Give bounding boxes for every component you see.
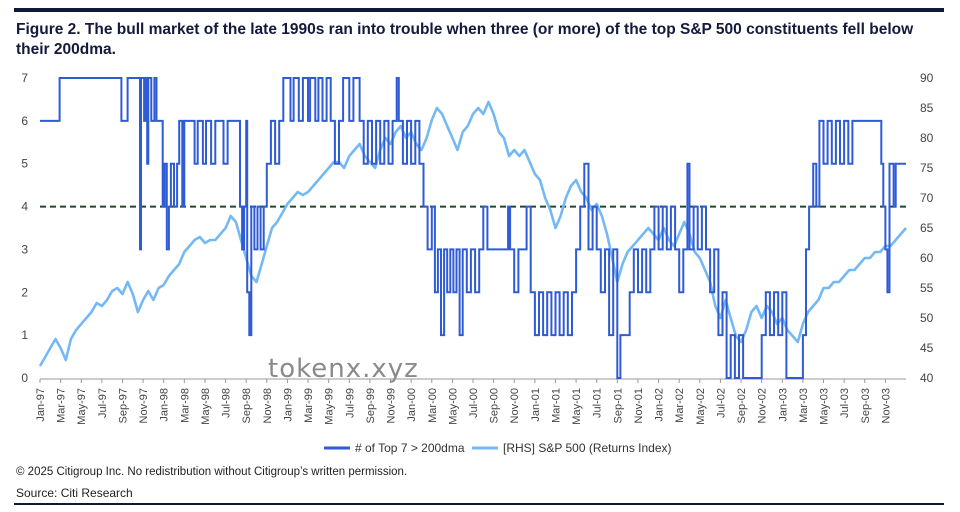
x-tick-label: Mar-98 — [179, 388, 191, 423]
x-tick-label: Jan-02 — [654, 388, 666, 422]
series-top7-line — [40, 77, 906, 379]
x-tick-label: Mar-01 — [550, 388, 562, 423]
copyright-note: © 2025 Citigroup Inc. No redistribution … — [16, 466, 408, 478]
x-tick-label: May-03 — [819, 388, 831, 425]
x-tick-label: Mar-97 — [56, 388, 68, 423]
right-tick-label: 85 — [920, 101, 934, 115]
left-tick-label: 1 — [21, 328, 28, 342]
x-tick-label: May-98 — [200, 388, 212, 425]
bottom-rule — [14, 503, 944, 505]
right-tick-label: 45 — [920, 341, 934, 355]
x-tick-label: Sep-03 — [860, 388, 872, 423]
right-tick-label: 55 — [920, 281, 934, 295]
x-tick-label: May-00 — [447, 388, 459, 425]
left-tick-label: 4 — [21, 200, 28, 214]
x-tick-label: Jan-97 — [35, 388, 47, 422]
x-tick-label: Jul-02 — [715, 388, 727, 418]
x-tick-label: Sep-99 — [365, 388, 377, 423]
x-axis: Jan-97 Mar-97 May-97 Jul-97 Sep-97 Nov-97 Jan-… — [35, 379, 892, 425]
right-tick-label: 80 — [920, 131, 934, 145]
x-tick-label: May-99 — [324, 388, 336, 425]
right-tick-label: 90 — [920, 71, 934, 85]
x-tick-label: May-02 — [695, 388, 707, 425]
left-tick-label: 7 — [21, 71, 28, 85]
x-tick-label: Nov-01 — [633, 388, 645, 423]
x-tick-label: Jul-98 — [221, 388, 233, 418]
x-tick-label: Jan-01 — [530, 388, 542, 422]
x-tick-label: Nov-03 — [880, 388, 892, 423]
x-tick-label: Jul-00 — [468, 388, 480, 418]
x-tick-label: Jan-00 — [406, 388, 418, 422]
x-tick-label: Jan-99 — [282, 388, 294, 422]
x-tick-label: May-97 — [76, 388, 88, 425]
right-tick-label: 50 — [920, 311, 934, 325]
x-tick-label: Sep-97 — [117, 388, 129, 423]
x-tick-label: Nov-99 — [386, 388, 398, 423]
x-tick-label: Sep-02 — [736, 388, 748, 423]
series-sp500-line — [38, 100, 907, 367]
top-rule — [14, 8, 944, 12]
right-axis: 40 45 50 55 60 65 70 75 80 85 90 — [920, 71, 934, 385]
left-axis: 0 1 2 3 4 5 6 7 — [21, 71, 28, 385]
left-tick-label: 3 — [21, 242, 28, 256]
watermark: tokenx.xyz — [268, 354, 419, 384]
x-tick-label: Jul-01 — [592, 388, 604, 418]
x-tick-label: Sep-00 — [489, 388, 501, 423]
right-tick-label: 65 — [920, 221, 934, 235]
right-tick-label: 60 — [920, 251, 934, 265]
x-tick-label: Nov-98 — [262, 388, 274, 423]
legend-label-top7: # of Top 7 > 200dma — [355, 441, 465, 455]
x-tick-label: Nov-97 — [138, 388, 150, 423]
x-tick-label: Jan-03 — [777, 388, 789, 422]
x-tick-label: Mar-02 — [674, 388, 686, 423]
x-tick-label: Nov-02 — [757, 388, 769, 423]
source-note: Source: Citi Research — [16, 486, 133, 500]
right-tick-label: 70 — [920, 191, 934, 205]
x-tick-label: Jan-98 — [159, 388, 171, 422]
legend-label-sp500: [RHS] S&P 500 (Returns Index) — [503, 441, 672, 455]
right-tick-label: 75 — [920, 161, 934, 175]
x-tick-label: Sep-01 — [612, 388, 624, 423]
x-tick-label: Jul-99 — [344, 388, 356, 418]
figure-title: Figure 2. The bull market of the late 19… — [16, 21, 914, 58]
x-tick-label: Mar-00 — [427, 388, 439, 423]
right-tick-label: 40 — [920, 371, 934, 385]
x-tick-label: Mar-03 — [798, 388, 810, 423]
x-tick-label: Jul-97 — [97, 388, 109, 418]
chart-legend: # of Top 7 > 200dma [RHS] S&P 500 (Retur… — [324, 441, 672, 455]
x-tick-label: Sep-98 — [241, 388, 253, 423]
left-tick-label: 2 — [21, 285, 28, 299]
x-tick-label: Jul-03 — [839, 388, 851, 418]
x-tick-label: Mar-99 — [303, 388, 315, 423]
left-tick-label: 5 — [21, 157, 28, 171]
left-tick-label: 0 — [21, 371, 28, 385]
x-tick-label: Nov-00 — [509, 388, 521, 423]
left-tick-label: 6 — [21, 114, 28, 128]
x-tick-label: May-01 — [571, 388, 583, 425]
